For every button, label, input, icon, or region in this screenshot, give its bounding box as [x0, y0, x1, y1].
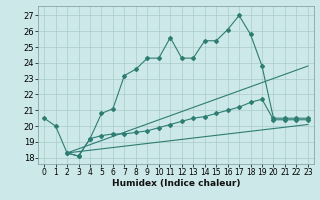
X-axis label: Humidex (Indice chaleur): Humidex (Indice chaleur) — [112, 179, 240, 188]
